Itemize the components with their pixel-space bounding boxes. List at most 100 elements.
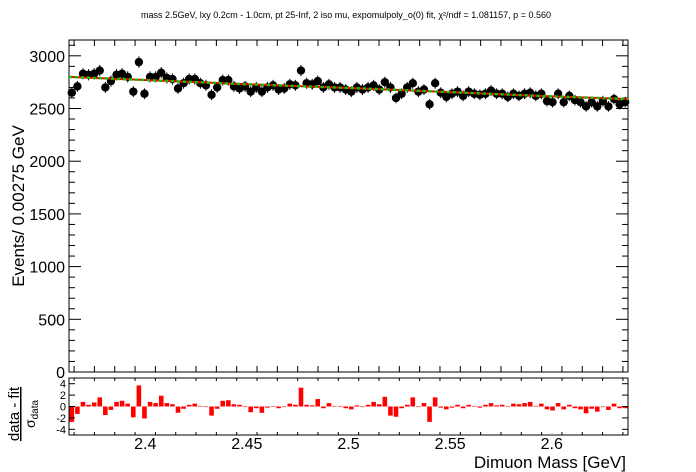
x-axis: 2.4 2.45 2.5 2.55 2.6 <box>73 40 624 453</box>
pull-bar <box>170 404 175 407</box>
data-point <box>224 75 233 85</box>
fit-curve <box>68 75 629 101</box>
pull-bar <box>466 404 471 407</box>
data-point <box>559 97 568 107</box>
pull-bar <box>119 400 125 407</box>
pull-bar <box>555 403 561 407</box>
pull-bar <box>209 406 214 416</box>
data-point <box>425 100 434 109</box>
y-tick-label: 1500 <box>29 207 65 224</box>
pull-bar <box>388 406 393 416</box>
pull-bar <box>455 404 460 407</box>
pull-bar <box>477 406 483 408</box>
pull-bar <box>533 405 539 407</box>
data-point <box>207 90 216 100</box>
pull-bar <box>505 406 511 408</box>
y-axis-label: Events/ 0.00275 GeV <box>9 125 28 287</box>
y-tick-label: 0 <box>56 365 65 382</box>
pull-bar <box>332 405 337 407</box>
pull-bar <box>304 404 309 407</box>
pull-bar <box>108 406 114 410</box>
pull-bar <box>226 400 231 407</box>
pull-bar <box>220 400 226 407</box>
pull-y-tick-label: -4 <box>56 424 66 436</box>
pull-bar <box>287 403 293 407</box>
pull-bar <box>326 403 332 407</box>
pull-bar <box>237 404 242 407</box>
y-tick-label: 500 <box>38 312 65 329</box>
pull-bar <box>427 406 432 422</box>
pull-bar <box>293 404 298 407</box>
pull-bar <box>444 406 449 410</box>
main-plot-panel: 0 500 1000 1500 2000 2500 3000 <box>29 39 630 382</box>
pull-bar <box>259 406 265 413</box>
pull-bar <box>349 406 354 410</box>
pull-bar <box>276 406 281 409</box>
pull-bar <box>69 406 75 422</box>
pull-bar <box>86 404 91 407</box>
pull-bar <box>231 404 237 407</box>
pull-bar <box>421 403 427 407</box>
pull-bar <box>567 404 572 407</box>
pull-bar <box>432 397 438 407</box>
pull-bar <box>91 402 97 407</box>
data-point <box>604 102 613 111</box>
data-point <box>380 77 390 87</box>
x-tick-label: 2.4 <box>134 436 156 453</box>
pull-bar <box>393 406 399 417</box>
pull-bar <box>365 404 371 407</box>
pull-bar <box>494 405 499 407</box>
pull-bar <box>449 406 455 408</box>
x-tick-label: 2.45 <box>231 436 262 453</box>
pull-bar <box>298 387 304 407</box>
pull-bar <box>103 406 108 416</box>
y-tick-label: 2000 <box>29 154 65 171</box>
x-axis-label: Dimuon Mass [GeV] <box>474 453 626 472</box>
pull-bar <box>382 396 388 407</box>
pull-bar <box>522 403 527 407</box>
pull-bar <box>516 404 522 407</box>
data-point <box>419 85 429 94</box>
data-point <box>212 83 222 92</box>
pull-bar <box>343 406 348 409</box>
data-point <box>548 97 557 107</box>
pull-bar <box>75 406 80 414</box>
data-point <box>95 66 104 75</box>
pull-label-denominator: σdata <box>22 400 41 429</box>
pull-bar <box>142 406 147 419</box>
pull-bar <box>544 406 550 410</box>
pull-bar <box>499 404 505 407</box>
pull-bar <box>606 406 611 410</box>
data-point <box>157 68 166 77</box>
pull-bar <box>483 404 488 407</box>
y-tick-label: 2500 <box>29 102 65 119</box>
pull-bar <box>147 401 153 407</box>
pull-bar <box>360 406 365 408</box>
pull-bar <box>611 403 617 407</box>
data-point <box>67 88 77 97</box>
pull-bar <box>550 406 555 411</box>
pull-bar <box>404 404 410 407</box>
data-points <box>67 56 630 112</box>
pull-bar <box>175 406 181 413</box>
data-point <box>408 79 417 88</box>
pull-bar <box>376 404 382 407</box>
pull-bar <box>315 399 321 407</box>
pull-bar <box>80 401 86 407</box>
main-plot-frame <box>68 39 629 373</box>
pull-bar <box>337 405 343 407</box>
pull-bar <box>617 406 622 409</box>
pull-bar <box>158 395 164 407</box>
pull-y-tick-label: 0 <box>60 402 66 414</box>
pull-bar <box>153 403 158 407</box>
x-tick-label: 2.6 <box>541 436 563 453</box>
y-tick-label: 1000 <box>29 260 65 277</box>
data-point <box>101 83 110 92</box>
pull-bar <box>371 401 376 407</box>
pull-bar <box>600 406 606 408</box>
pull-bar <box>214 406 220 409</box>
chart-title: mass 2.5GeV, lxy 0.2cm - 1.0cm, pt 25-In… <box>141 10 551 20</box>
x-tick-label: 2.55 <box>435 436 466 453</box>
